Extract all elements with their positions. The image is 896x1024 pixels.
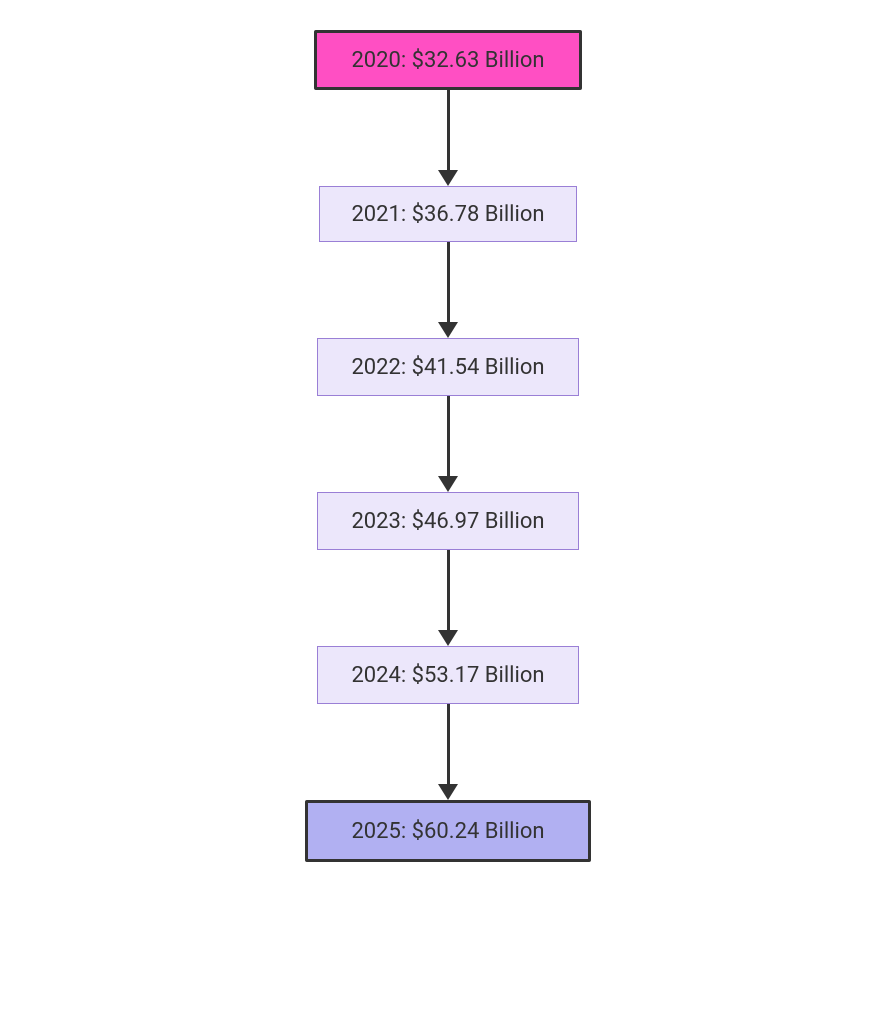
arrow-down-icon: [438, 90, 458, 186]
flowchart-node-1: 2021: $36.78 Billion: [319, 186, 577, 242]
node-label: 2024: $53.17 Billion: [351, 663, 544, 688]
flowchart-node-0: 2020: $32.63 Billion: [314, 30, 582, 90]
arrow-down-icon: [438, 242, 458, 338]
flowchart-node-2: 2022: $41.54 Billion: [317, 338, 579, 396]
node-label: 2025: $60.24 Billion: [351, 819, 544, 844]
node-label: 2022: $41.54 Billion: [351, 355, 544, 380]
node-label: 2023: $46.97 Billion: [351, 509, 544, 534]
arrow-down-icon: [438, 550, 458, 646]
flowchart-container: 2020: $32.63 Billion 2021: $36.78 Billion…: [305, 30, 591, 862]
flowchart-node-4: 2024: $53.17 Billion: [317, 646, 579, 704]
flowchart-node-3: 2023: $46.97 Billion: [317, 492, 579, 550]
node-label: 2021: $36.78 Billion: [351, 202, 544, 227]
flowchart-node-5: 2025: $60.24 Billion: [305, 800, 591, 862]
arrow-down-icon: [438, 704, 458, 800]
arrow-down-icon: [438, 396, 458, 492]
node-label: 2020: $32.63 Billion: [351, 48, 544, 73]
